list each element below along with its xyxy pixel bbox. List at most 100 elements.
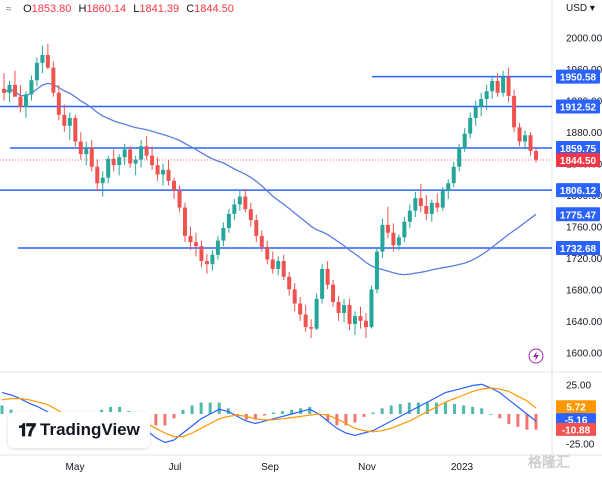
candle-body [451,166,456,184]
candle-body [12,84,17,97]
level-price-tag-bg [556,69,600,84]
candle-body [479,99,484,107]
level-price-tag: 1806.12 [560,186,597,197]
macd-value-tag: 5.72 [566,403,586,414]
currency-label: USD [566,3,588,14]
close-value: 1844.50 [194,3,234,15]
candle-body [243,196,248,210]
candle-body [413,198,418,211]
macd-histogram-bar [434,402,438,414]
candle-body [139,146,144,160]
macd-value-tag-bg [556,400,596,414]
candle-body [150,155,155,166]
current-price-tag-bg [556,153,600,168]
level-price-tag: 1859.75 [560,144,597,155]
currency-selector[interactable]: USD ▾ [566,3,595,14]
close-label: C [186,3,195,15]
candle-body [2,88,6,93]
candle-body [117,157,122,166]
candle-body [199,246,204,262]
candle-body [418,198,423,207]
candle-body [353,316,358,324]
signal-value-tag-bg [556,413,596,427]
candle-body [292,289,297,304]
candle-body [336,301,341,313]
candle-body [501,77,506,93]
candle-body [298,303,303,315]
candle-body [29,80,34,95]
macd-histogram-bar [425,402,429,414]
histogram-value-tag-bg [556,422,596,436]
candle-body [23,94,28,107]
candle-body [182,207,187,236]
compare-icon[interactable]: ≈ [6,4,12,15]
candle-body [495,80,500,93]
candle-body [166,169,171,181]
candle-body [188,235,193,243]
macd-histogram-bar [118,406,122,414]
candle-body [67,117,72,126]
time-tick-label: Sep [261,462,279,473]
candle-body [100,177,105,184]
macd-histogram-bar [516,414,520,427]
macd-histogram-bar [498,414,502,419]
candle-body [473,106,478,118]
candle-body [446,183,451,192]
candle-body [226,213,231,229]
time-tick-label: 2023 [451,462,474,473]
candle-body [237,196,242,205]
macd-histogram-bar [262,414,266,416]
candle-body [325,268,330,285]
candle-body [363,320,368,328]
macd-histogram-bar [480,408,484,414]
macd-histogram-bar [362,414,366,417]
candle-body [7,84,12,93]
tradingview-logo[interactable]: 𝟏𝟕 TradingView [8,412,150,448]
candle-body [309,327,314,329]
candle-body [172,180,177,191]
macd-histogram-bar [380,408,384,414]
candle-body [45,55,50,68]
candle-body [161,169,166,175]
macd-histogram-bar [163,414,167,426]
lightning-icon-bolt [533,351,539,361]
candle-body [402,221,407,238]
candle-body [369,289,374,328]
candle-body [468,117,473,134]
macd-histogram-bar [181,409,185,414]
candle-body [276,261,281,269]
candle-body [73,117,78,142]
tradingview-logo-icon: 𝟏𝟕 [18,419,36,440]
price-tick-label: 1640.00 [566,317,602,328]
candle-body [435,202,440,208]
candle-body [248,209,253,221]
macd-histogram-bar [100,409,104,414]
candle-body [259,235,264,247]
ma-price-tag-bg [556,207,600,222]
level-price-tag-bg [556,240,600,255]
macd-histogram-bar [190,405,194,414]
current-price-tag: 1844.50 [560,156,597,167]
candle-body [512,95,517,128]
candle-body [534,150,538,160]
candle-body [490,80,495,92]
ma-price-tag: 1775.47 [560,210,597,221]
watermark: 格隆汇 [528,454,570,470]
candle-body [210,254,215,265]
macd-histogram-bar [281,411,285,414]
candle-body [380,224,385,252]
macd-histogram-bar [335,414,339,426]
candle-body [155,165,160,175]
candle-body [111,158,116,166]
candle-body [396,237,401,246]
macd-histogram-bar [308,406,312,414]
price-tick-label: 1720.00 [566,254,602,265]
candle-body [265,246,270,260]
candle-body [517,127,522,142]
candle-body [391,232,396,246]
macd-tick-label: 25.00 [566,380,591,391]
candle-body [34,62,39,81]
time-tick-label: Nov [358,462,376,473]
candle-body [78,141,83,155]
